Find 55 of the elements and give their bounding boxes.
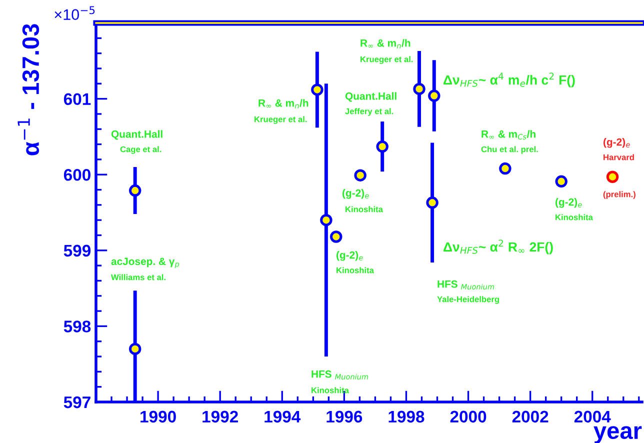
x-tick-label: 2000 xyxy=(450,410,486,423)
y-tick-label: 600 xyxy=(64,169,90,181)
x-tick-label: 1992 xyxy=(202,410,238,423)
y-tick-label: 598 xyxy=(64,320,91,332)
annotation: R$_{∞}$ & m$_{n}$/h xyxy=(258,99,308,108)
point xyxy=(311,84,324,96)
annotation: Chu et al. prel. xyxy=(481,146,538,154)
annotation: acJosep. & γ$_{p}$ xyxy=(111,258,180,268)
annotation: R$_{∞}$ & m$_{Cs}$/h xyxy=(482,130,536,140)
point xyxy=(128,342,142,356)
point xyxy=(320,214,332,226)
x-tick-label: 2004 xyxy=(574,410,611,423)
point xyxy=(428,90,440,102)
annotation: Yale-Heidelberg xyxy=(437,296,499,304)
y-tick-label: 601 xyxy=(64,93,91,106)
annotation: Harvard xyxy=(604,154,634,160)
annotation: Cage et al. xyxy=(120,146,162,154)
annotation: HFS $_{Muonium}$ xyxy=(438,280,494,290)
annotation: Krueger et al. xyxy=(360,56,413,64)
x-tick-label: 2002 xyxy=(512,410,548,423)
point xyxy=(128,184,142,197)
annotation: HFS $_{Muonium}$ xyxy=(312,370,368,380)
text: Δν$_{HFS}$~ α$^{4}$ m$_{e}$/h c$^{2}$ F() xyxy=(444,72,575,88)
point xyxy=(413,82,426,96)
point xyxy=(499,162,512,175)
annotation: Quant.Hall xyxy=(111,130,162,140)
annotation: Krueger et al. xyxy=(254,116,307,124)
annotation: Kinoshita xyxy=(346,206,384,212)
annotation: (g-2)$_{e}$ xyxy=(556,198,582,208)
annotation: Jeffery et al. xyxy=(345,108,394,116)
x-tick-label: 1996 xyxy=(326,410,362,423)
annotation: Kinoshita xyxy=(312,387,350,394)
x-tick-label: 1998 xyxy=(388,410,424,423)
y-axis-title: α$^{−1}$ - 137.03 xyxy=(18,24,40,156)
annotation: R$_{∞}$ & m$_{n}$/h xyxy=(360,39,410,48)
annotation: Williams et al. xyxy=(111,274,166,280)
point xyxy=(354,169,366,182)
x-tick-label: 1994 xyxy=(264,410,301,423)
y-tick-label: 597 xyxy=(64,396,90,408)
point xyxy=(330,230,342,243)
point xyxy=(555,175,568,188)
point xyxy=(426,196,438,209)
annotation: (g-2)$_{e}$ xyxy=(604,138,630,148)
point xyxy=(376,140,388,153)
point xyxy=(606,170,619,183)
annotation: (g-2)$_{e}$ xyxy=(342,189,369,199)
x-tick-label: 1990 xyxy=(140,410,176,423)
annotation: (g-2)$_{e}$ xyxy=(336,251,363,261)
annotation: (prelim.) xyxy=(603,191,636,199)
y-tick-label: 599 xyxy=(64,244,91,257)
annotation: Δν$_{HFS}$~ α$^{2}$ R$_{∞}$ 2F() xyxy=(444,240,553,254)
text: ×10$^{−5}$ xyxy=(54,6,95,20)
annotation: Kinoshita xyxy=(336,267,374,274)
annotation: Quant.Hall xyxy=(345,92,396,102)
annotation: Kinoshita xyxy=(556,214,594,220)
